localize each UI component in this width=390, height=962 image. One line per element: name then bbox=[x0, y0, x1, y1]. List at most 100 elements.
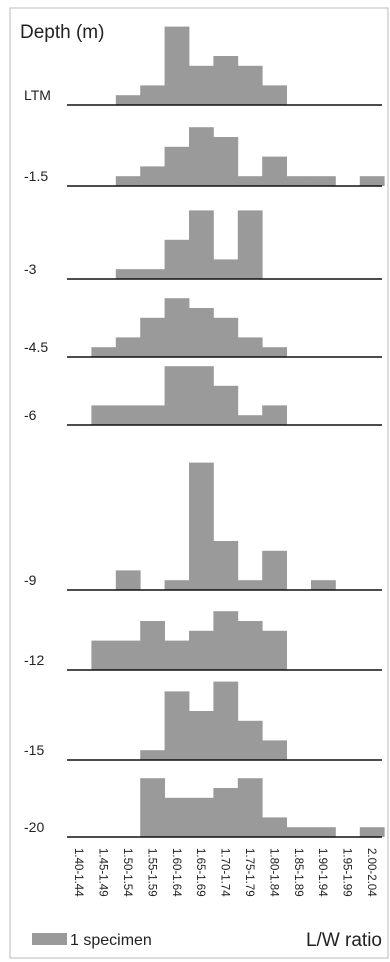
histogram-bar bbox=[140, 750, 165, 760]
histogram-bar bbox=[189, 630, 214, 670]
histogram-bar bbox=[262, 85, 287, 105]
x-tick-label: 1.85-1.89 bbox=[292, 848, 304, 897]
histogram-bar bbox=[115, 269, 141, 279]
histogram-bar bbox=[189, 462, 214, 590]
histogram-bar bbox=[262, 550, 287, 590]
histogram-bar bbox=[140, 317, 165, 357]
depth-panel: -20 bbox=[24, 778, 385, 838]
histogram-bar bbox=[262, 347, 287, 357]
histogram-bar bbox=[115, 95, 141, 105]
x-tick-label: 1.65-1.69 bbox=[194, 848, 206, 897]
histogram-bar bbox=[189, 308, 214, 357]
histogram-bar bbox=[286, 827, 312, 837]
x-tick-label: 1.40-1.44 bbox=[72, 848, 84, 897]
histogram-bar bbox=[115, 337, 141, 357]
histogram-bar bbox=[164, 146, 190, 186]
histogram-bar bbox=[140, 778, 165, 837]
depth-panel: -6 bbox=[24, 366, 382, 426]
histogram-bar bbox=[189, 210, 214, 279]
histogram-bar bbox=[164, 366, 190, 425]
histogram-bar bbox=[115, 640, 141, 670]
depth-panel: -3 bbox=[24, 210, 382, 280]
y-axis-title: Depth (m) bbox=[20, 22, 104, 43]
x-tick-label: 1.80-1.84 bbox=[267, 848, 279, 897]
histogram-bar bbox=[237, 176, 263, 186]
histogram-bar bbox=[237, 778, 263, 837]
x-tick-label: 2.00-2.04 bbox=[365, 848, 377, 897]
histogram-bar bbox=[262, 817, 287, 837]
histogram-bar bbox=[213, 137, 239, 186]
histogram-bar bbox=[237, 621, 263, 670]
histogram-bar bbox=[140, 405, 165, 425]
histogram-bar bbox=[91, 640, 117, 670]
histogram-bar bbox=[213, 788, 239, 837]
histogram-bar bbox=[213, 681, 239, 760]
x-tick-label: 1.95-1.99 bbox=[341, 848, 353, 897]
histogram-bar bbox=[262, 740, 287, 760]
histogram-bar bbox=[213, 317, 239, 357]
histogram-bar bbox=[237, 415, 263, 425]
histogram-bar bbox=[189, 127, 214, 186]
x-tick-label: 1.60-1.64 bbox=[170, 848, 182, 897]
histogram-bar bbox=[140, 166, 165, 186]
histogram-bar bbox=[189, 711, 214, 760]
legend-label: 1 specimen bbox=[70, 932, 152, 949]
histogram-bar bbox=[164, 797, 190, 837]
x-tick-label: 1.45-1.49 bbox=[97, 848, 109, 897]
x-tick-label: 1.55-1.59 bbox=[145, 848, 157, 897]
histogram-bar bbox=[237, 210, 263, 279]
histogram-bar bbox=[213, 56, 239, 105]
depth-label: -4.5 bbox=[24, 339, 48, 355]
histogram-bar bbox=[164, 298, 190, 357]
histogram-bar bbox=[286, 176, 312, 186]
histogram-bar bbox=[164, 691, 190, 760]
histogram-bar bbox=[189, 797, 214, 837]
depth-label: LTM bbox=[24, 87, 51, 103]
histogram-bar bbox=[237, 65, 263, 105]
histogram-bar bbox=[359, 176, 385, 186]
histogram-bar bbox=[213, 541, 239, 590]
histogram-bar bbox=[359, 827, 385, 837]
depth-label: -3 bbox=[24, 261, 37, 277]
histogram-bar bbox=[115, 176, 141, 186]
depth-label: -20 bbox=[24, 819, 44, 835]
histogram-bar bbox=[213, 385, 239, 425]
histogram-bar bbox=[262, 630, 287, 670]
depth-label: -15 bbox=[24, 742, 44, 758]
histogram-bar bbox=[237, 337, 263, 357]
histogram-bar bbox=[311, 176, 336, 186]
histogram-bar bbox=[213, 259, 239, 279]
histogram-bar bbox=[311, 580, 336, 590]
depth-label: -1.5 bbox=[24, 168, 48, 184]
legend-swatch bbox=[32, 933, 67, 945]
x-tick-label: 1.50-1.54 bbox=[121, 848, 133, 897]
x-axis-title: L/W ratio bbox=[306, 930, 382, 951]
histogram-bar bbox=[91, 347, 117, 357]
histogram-bar bbox=[237, 720, 263, 760]
x-tick-label: 1.90-1.94 bbox=[316, 848, 328, 897]
depth-label: -6 bbox=[24, 407, 37, 423]
depth-panels: LTM -1.5 -3 -4.5 -6 -9 -12 -15 -20 bbox=[24, 26, 385, 838]
depth-label: -12 bbox=[24, 652, 44, 668]
depth-panel: -4.5 bbox=[24, 298, 382, 358]
histogram-bar bbox=[164, 640, 190, 670]
depth-panel: LTM bbox=[24, 26, 382, 106]
x-tick-labels: 1.40-1.44 1.45-1.49 1.50-1.54 1.55-1.59 1.60… bbox=[72, 848, 377, 897]
histogram-bar bbox=[237, 580, 263, 590]
histogram-bar bbox=[115, 405, 141, 425]
histogram-bar bbox=[140, 85, 165, 105]
histogram-bar bbox=[262, 405, 287, 425]
histogram-bar bbox=[140, 621, 165, 670]
histogram-bar bbox=[311, 827, 336, 837]
depth-label: -9 bbox=[24, 572, 37, 588]
depth-panel: -15 bbox=[24, 681, 382, 761]
histogram-bar bbox=[164, 239, 190, 279]
figure-frame bbox=[9, 7, 389, 959]
histogram-bar bbox=[213, 611, 239, 670]
x-tick-label: 1.75-1.79 bbox=[243, 848, 255, 897]
histogram-bar bbox=[115, 570, 141, 590]
histogram-bar bbox=[189, 65, 214, 105]
histogram-bar bbox=[189, 366, 214, 425]
histogram-bar bbox=[140, 269, 165, 279]
